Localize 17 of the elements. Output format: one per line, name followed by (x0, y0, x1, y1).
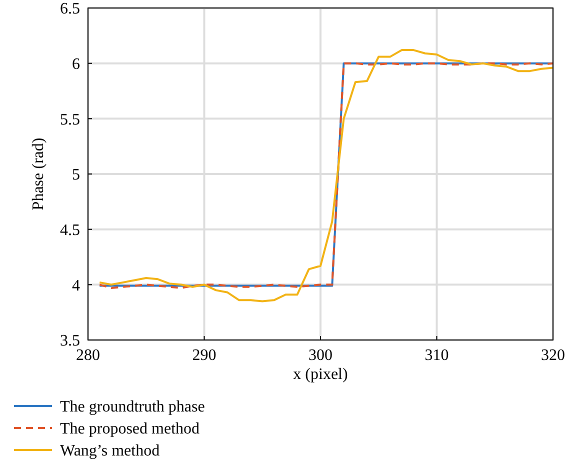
y-tick-label: 6.5 (60, 0, 80, 18)
y-tick-label: 3.5 (60, 332, 80, 350)
x-tick-label: 280 (76, 347, 100, 364)
y-tick-label: 4.5 (60, 222, 80, 239)
legend-label: The proposed method (60, 420, 200, 438)
y-tick-label: 5.5 (60, 111, 80, 128)
x-axis-title: x (pixel) (293, 366, 348, 383)
y-tick-label: 5 (72, 166, 80, 184)
legend-label: Wang’s method (60, 442, 160, 460)
x-tick-label: 310 (424, 347, 449, 364)
x-tick-label: 300 (308, 347, 332, 364)
x-tick-label: 290 (192, 347, 216, 364)
y-axis-title: Phase (rad) (30, 138, 47, 210)
x-tick-label: 320 (541, 347, 565, 364)
y-tick-label: 6 (72, 56, 80, 73)
y-tick-label: 4 (72, 277, 80, 294)
legend-label: The groundtruth phase (60, 398, 205, 416)
